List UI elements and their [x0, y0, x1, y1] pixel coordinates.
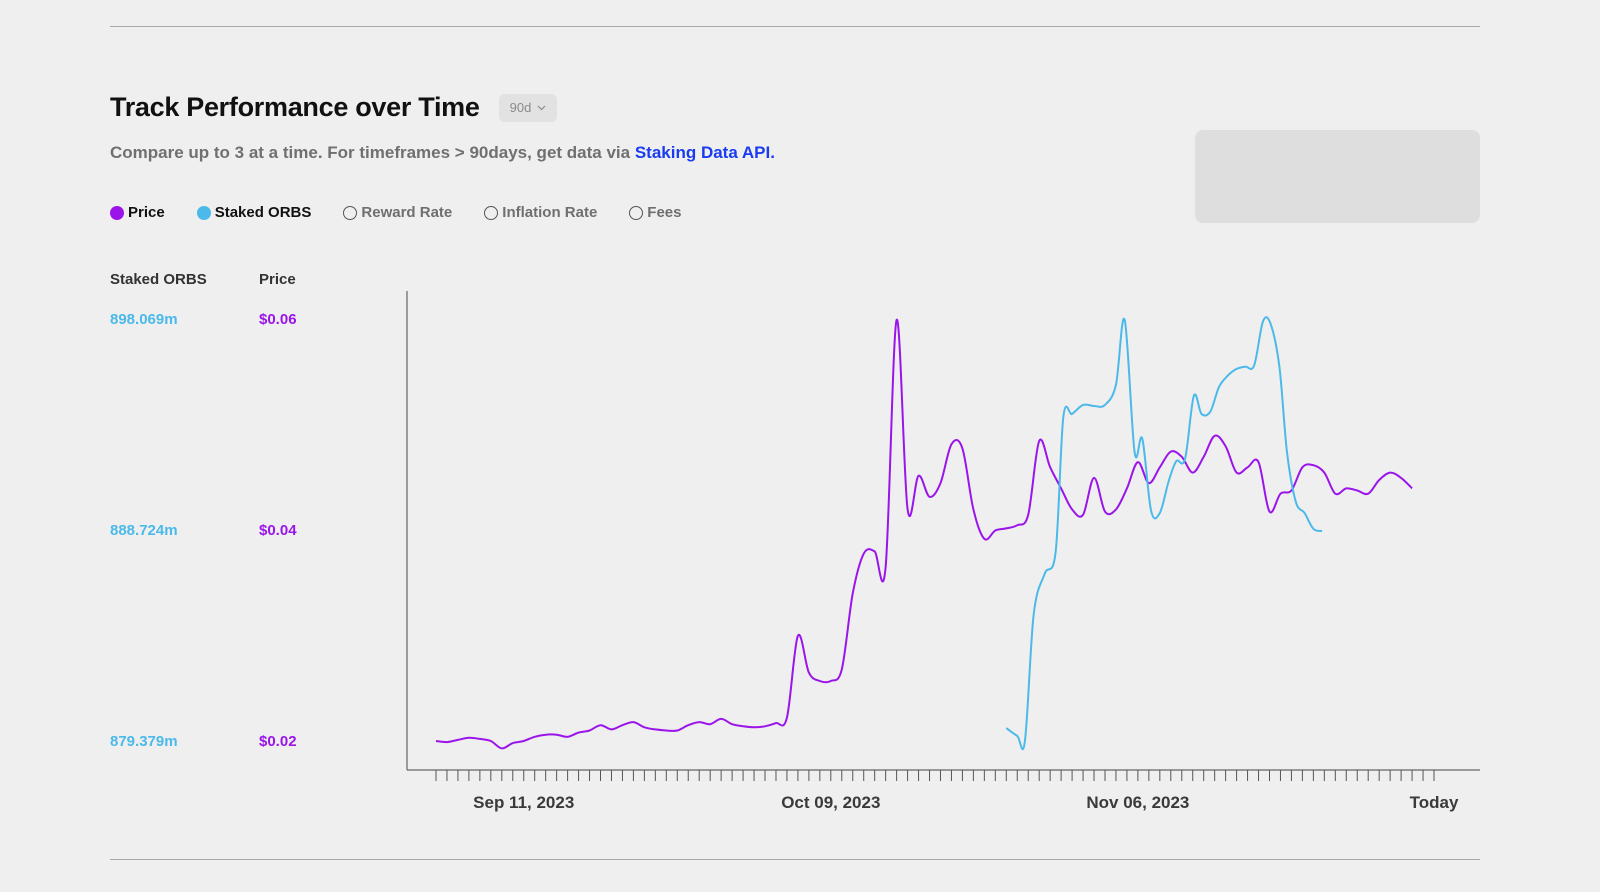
legend-item-fees[interactable]: Fees — [629, 204, 682, 221]
legend-item-reward-rate[interactable]: Reward Rate — [343, 204, 452, 221]
radio-empty-icon — [629, 205, 644, 220]
period-dropdown-label: 90d — [509, 100, 532, 115]
legend-label-reward-rate: Reward Rate — [361, 204, 453, 221]
series-line-staked-orbs — [1005, 316, 1323, 751]
x-tick-label: Sep 11, 2023 — [473, 793, 574, 812]
x-tick-label: Oct 09, 2023 — [781, 793, 880, 812]
legend-item-staked-orbs[interactable]: Staked ORBS — [196, 204, 312, 221]
radio-empty-icon — [343, 205, 358, 220]
subtitle-text: Compare up to 3 at a time. For timeframe… — [110, 143, 631, 162]
price-tick-label: $0.04 — [259, 522, 297, 539]
staked-tick-label: 898.069m — [110, 311, 178, 328]
page-title: Track Performance over Time — [110, 92, 480, 122]
x-axis-labels: Sep 11, 2023 Oct 09, 2023 Nov 06, 2023 Toda… — [473, 793, 1459, 812]
subtitle: Compare up to 3 at a time. For timeframe… — [110, 143, 775, 163]
price-axis-header: Price — [259, 271, 296, 288]
chevron-down-icon — [537, 105, 546, 110]
legend-item-inflation-rate[interactable]: Inflation Rate — [484, 204, 597, 221]
x-tick-label: Today — [1410, 793, 1459, 812]
price-dot-icon — [110, 205, 124, 220]
staking-data-api-link[interactable]: Staking Data API. — [634, 143, 775, 162]
staked-axis-header: Staked ORBS — [110, 271, 207, 288]
metric-legend: Price Staked ORBS Reward Rate Inflation … — [110, 204, 714, 221]
bottom-divider — [110, 859, 1480, 860]
staked-orbs-dot-icon — [196, 205, 211, 220]
chart-series — [435, 316, 1413, 751]
title-row: Track Performance over Time 90d — [110, 92, 558, 123]
legend-label-price: Price — [128, 204, 165, 221]
price-tick-label: $0.02 — [259, 733, 297, 750]
staked-tick-label: 888.724m — [110, 522, 178, 539]
series-line-price — [435, 318, 1413, 750]
placeholder-panel — [1195, 130, 1480, 223]
legend-label-fees: Fees — [647, 204, 682, 221]
legend-label-inflation-rate: Inflation Rate — [502, 204, 598, 221]
radio-empty-icon — [484, 205, 499, 220]
legend-label-staked-orbs: Staked ORBS — [214, 204, 312, 221]
x-tick-label: Nov 06, 2023 — [1086, 793, 1189, 812]
top-divider — [110, 26, 1480, 27]
period-dropdown[interactable]: 90d — [498, 93, 558, 122]
price-tick-label: $0.06 — [259, 311, 297, 328]
x-axis-ticks — [435, 770, 1435, 781]
legend-item-price[interactable]: Price — [110, 204, 165, 221]
staked-tick-label: 879.379m — [110, 733, 178, 750]
